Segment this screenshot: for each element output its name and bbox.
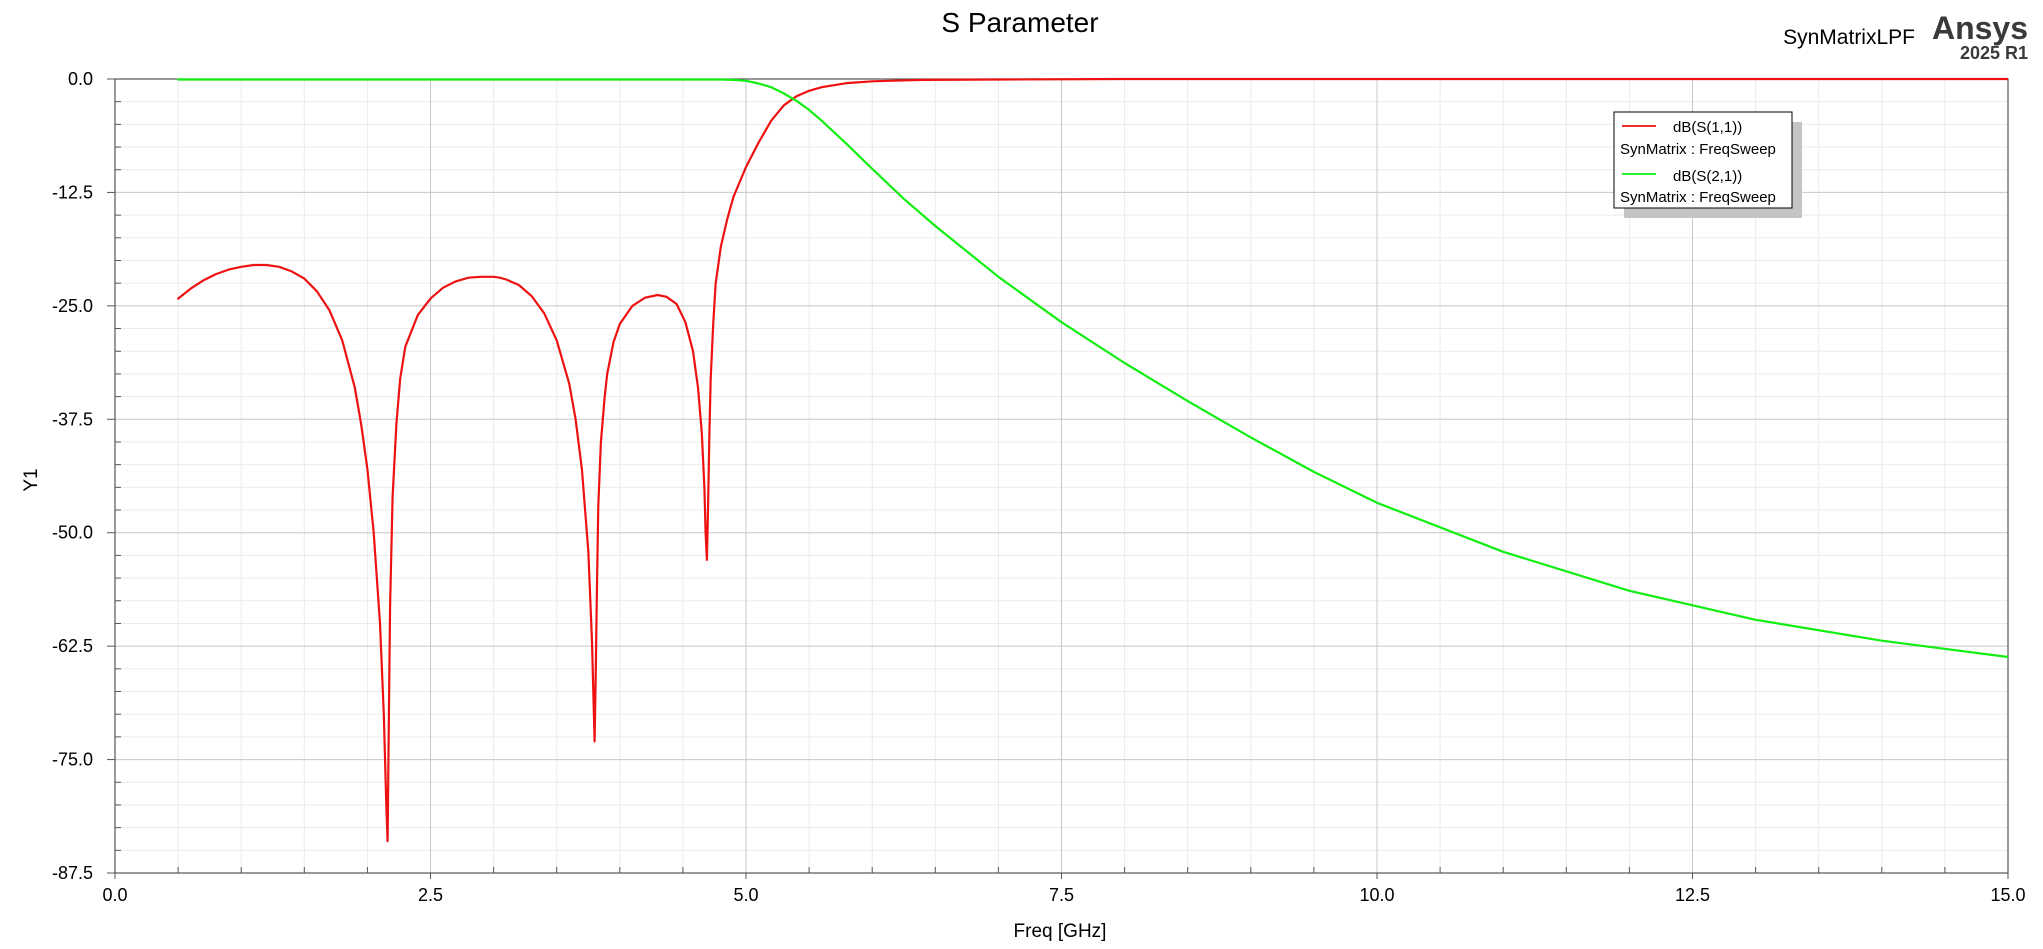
ansys-logo: Ansys: [1932, 10, 2028, 46]
y-tick-label: -25.0: [52, 296, 93, 316]
y-tick-label: -87.5: [52, 863, 93, 883]
legend-label-s21: dB(S(2,1)): [1673, 168, 1742, 185]
y-tick-label: -37.5: [52, 409, 93, 429]
y-axis-label: Y1: [21, 468, 42, 491]
ansys-version: 2025 R1: [1960, 43, 2028, 63]
series-line-s21: [177, 78, 2008, 659]
x-tick-label: 0.0: [102, 885, 127, 905]
series-layer: [177, 77, 2008, 843]
series-line-s11: [177, 77, 2008, 843]
y-tick-label: -62.5: [52, 636, 93, 656]
y-tick-label: -75.0: [52, 750, 93, 770]
y-tick-label: 0.0: [68, 69, 93, 89]
legend-box: [1613, 111, 1793, 209]
legend-label-s11: dB(S(1,1)): [1673, 119, 1742, 136]
x-tick-label: 10.0: [1359, 885, 1394, 905]
x-tick-label: 15.0: [1990, 885, 2025, 905]
y-axis-ticks: 0.0 -12.5 -25.0 -37.5 -50.0 -62.5 -75.0 -87.5: [52, 69, 93, 883]
axis-ticks: [107, 78, 2009, 879]
chart-title: S Parameter: [941, 7, 1098, 38]
x-tick-label: 5.0: [733, 885, 758, 905]
project-name: SynMatrixLPF: [1783, 26, 1915, 49]
legend[interactable]: dB(S(1,1)) SynMatrix : FreqSweep dB(S(2,…: [1613, 111, 1802, 218]
legend-source-s11: SynMatrix : FreqSweep: [1620, 141, 1776, 158]
x-axis-label: Freq [GHz]: [1014, 921, 1107, 942]
x-tick-label: 2.5: [418, 885, 443, 905]
legend-source-s21: SynMatrix : FreqSweep: [1620, 189, 1776, 206]
y-tick-label: -50.0: [52, 523, 93, 543]
x-tick-label: 7.5: [1049, 885, 1074, 905]
y-tick-label: -12.5: [52, 182, 93, 202]
x-tick-label: 12.5: [1675, 885, 1710, 905]
x-axis-ticks: 0.0 2.5 5.0 7.5 10.0 12.5 15.0: [102, 885, 2025, 905]
